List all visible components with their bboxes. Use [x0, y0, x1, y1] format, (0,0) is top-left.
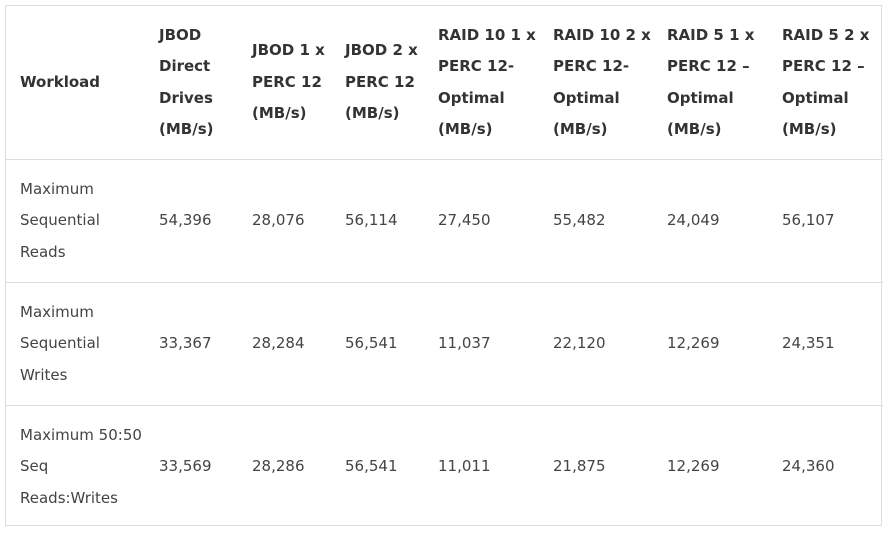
table-cell: 55,482	[553, 211, 606, 230]
table-row: Maximum Sequential Reads 54,396 28,076 5…	[6, 159, 883, 283]
table-cell: 56,541	[345, 457, 398, 476]
table-cell: 12,269	[667, 334, 720, 353]
table-cell: 24,360	[782, 457, 835, 476]
table-cell: 22,120	[553, 334, 606, 353]
table-cell: 56,114	[345, 211, 398, 230]
header-jbod-2-perc: JBOD 2 x PERC 12 (MB/s)	[345, 41, 418, 123]
table-cell: 28,286	[252, 457, 305, 476]
header-workload: Workload	[20, 72, 100, 91]
performance-table-container: Workload JBOD Direct Drives (MB/s) JBOD …	[5, 5, 883, 528]
table-row: Maximum 50:50 Seq Reads:Writes 33,569 28…	[6, 405, 883, 529]
header-jbod-1-perc: JBOD 1 x PERC 12 (MB/s)	[252, 41, 325, 123]
table-cell: 28,284	[252, 334, 305, 353]
table-cell: 56,107	[782, 211, 835, 230]
performance-table: Workload JBOD Direct Drives (MB/s) JBOD …	[6, 6, 883, 528]
header-raid10-1-perc: RAID 10 1 x PERC 12-Optimal (MB/s)	[438, 25, 536, 139]
header-raid10-2-perc: RAID 10 2 x PERC 12-Optimal (MB/s)	[553, 25, 651, 139]
table-cell: 21,875	[553, 457, 606, 476]
table-cell: 28,076	[252, 211, 305, 230]
table-cell: 27,450	[438, 211, 491, 230]
header-raid5-2-perc: RAID 5 2 x PERC 12 – Optimal (MB/s)	[782, 25, 870, 139]
table-cell: 33,569	[159, 457, 212, 476]
header-jbod-direct-drives: JBOD Direct Drives (MB/s)	[159, 25, 214, 139]
table-header-row: Workload JBOD Direct Drives (MB/s) JBOD …	[6, 6, 883, 160]
table-cell: Maximum Sequential Writes	[20, 302, 100, 384]
table-cell: 12,269	[667, 457, 720, 476]
table-cell: 56,541	[345, 334, 398, 353]
table-cell: 54,396	[159, 211, 212, 230]
header-raid5-1-perc: RAID 5 1 x PERC 12 – Optimal (MB/s)	[667, 25, 755, 139]
table-cell: 11,037	[438, 334, 491, 353]
table-cell: 24,049	[667, 211, 720, 230]
table-cell: 33,367	[159, 334, 212, 353]
table-cell: Maximum 50:50 Seq Reads:Writes	[20, 425, 142, 507]
table-cell: 11,011	[438, 457, 491, 476]
table-cell: Maximum Sequential Reads	[20, 179, 100, 261]
table-cell: 24,351	[782, 334, 835, 353]
table-row: Maximum Sequential Writes 33,367 28,284 …	[6, 282, 883, 406]
